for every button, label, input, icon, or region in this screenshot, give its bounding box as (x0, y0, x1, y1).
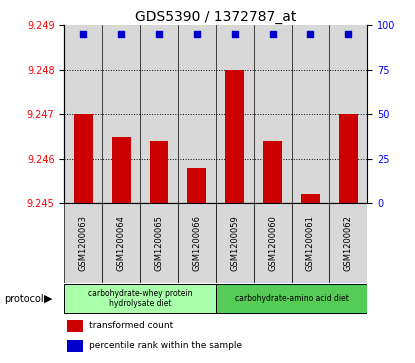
Bar (102, 25, 140, 203)
Point (80, 31, 87, 37)
Point (156, 31, 162, 37)
Point (118, 31, 124, 37)
Point (232, 31, 238, 37)
Bar (301, 194, 320, 203)
Bar (254, 25, 292, 203)
Bar (254, 203, 291, 283)
Bar (67, 340, 83, 351)
Text: GSM1200060: GSM1200060 (268, 215, 277, 271)
Bar (112, 136, 131, 203)
Text: GSM1200063: GSM1200063 (79, 215, 88, 271)
Bar (140, 25, 178, 203)
Bar (216, 25, 254, 203)
Bar (188, 168, 206, 203)
Text: GSM1200065: GSM1200065 (154, 215, 164, 271)
Text: ▶: ▶ (44, 294, 52, 303)
Bar (225, 70, 244, 203)
Text: protocol: protocol (4, 294, 44, 303)
Bar (178, 203, 216, 283)
Bar (64, 25, 102, 203)
Bar (330, 203, 367, 283)
Bar (178, 25, 216, 203)
Text: carbohydrate-whey protein
hydrolysate diet: carbohydrate-whey protein hydrolysate di… (88, 289, 192, 308)
Bar (339, 114, 358, 203)
Text: GSM1200061: GSM1200061 (306, 215, 315, 271)
Bar (67, 320, 83, 331)
Bar (216, 284, 367, 313)
Bar (64, 203, 102, 283)
Text: carbohydrate-amino acid diet: carbohydrate-amino acid diet (234, 294, 349, 303)
Text: transformed count: transformed count (88, 321, 173, 330)
Point (307, 31, 314, 37)
Text: GSM1200064: GSM1200064 (117, 215, 126, 271)
Point (345, 31, 352, 37)
Text: GSM1200066: GSM1200066 (193, 215, 201, 271)
Text: GSM1200062: GSM1200062 (344, 215, 353, 271)
Bar (291, 203, 330, 283)
Bar (64, 284, 216, 313)
Bar (292, 25, 330, 203)
Bar (102, 203, 140, 283)
Bar (216, 203, 254, 283)
Bar (140, 203, 178, 283)
Title: GDS5390 / 1372787_at: GDS5390 / 1372787_at (135, 11, 296, 24)
Point (193, 31, 200, 37)
Bar (149, 141, 168, 203)
Bar (263, 141, 282, 203)
Bar (330, 25, 367, 203)
Bar (74, 114, 93, 203)
Text: GSM1200059: GSM1200059 (230, 215, 239, 271)
Point (269, 31, 276, 37)
Text: percentile rank within the sample: percentile rank within the sample (88, 341, 242, 350)
